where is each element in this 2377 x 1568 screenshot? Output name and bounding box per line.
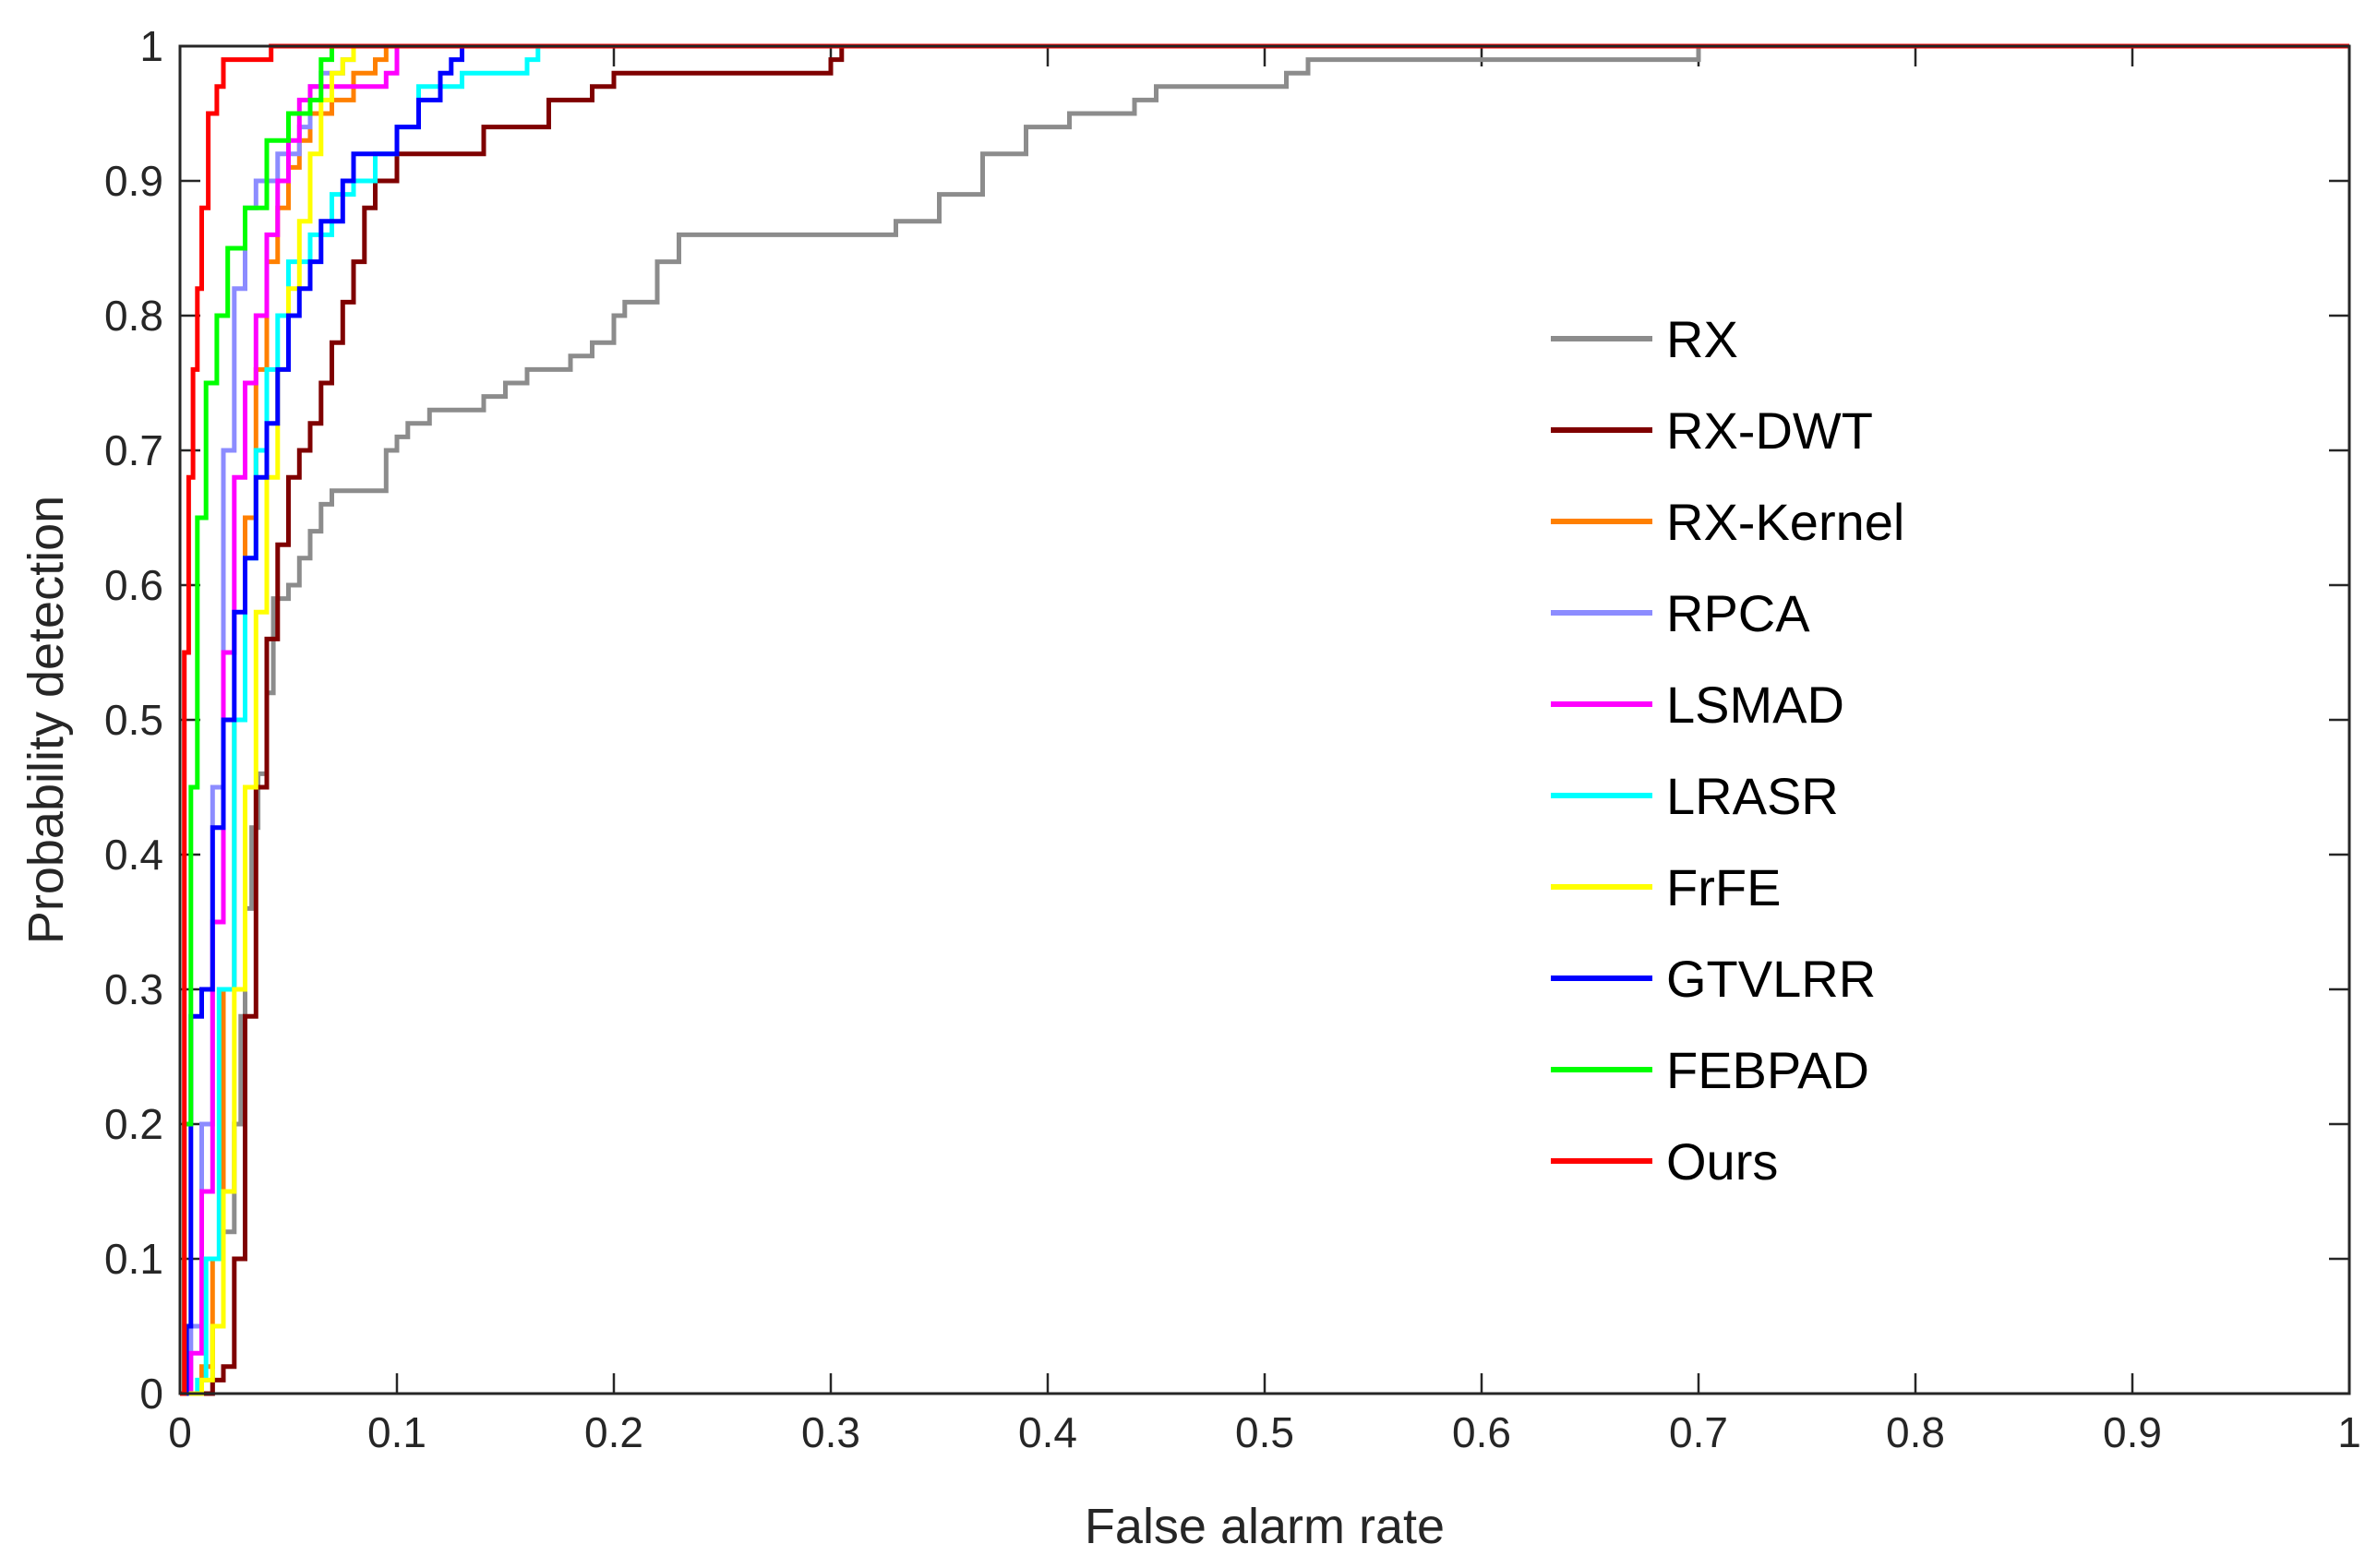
- series-line-rx-dwt: [180, 43, 2349, 1396]
- legend-label-rx-dwt: RX-DWT: [1666, 401, 1873, 460]
- y-tick-label: 0.9: [104, 157, 163, 205]
- series-line-febpad: [180, 43, 2349, 1396]
- y-tick-label: 0.5: [104, 696, 163, 744]
- legend-label-frfe: FrFE: [1666, 858, 1781, 916]
- x-tick-label: 0.3: [801, 1408, 860, 1456]
- legend-label-rpca: RPCA: [1666, 584, 1810, 642]
- series-line-rx: [180, 43, 2349, 1396]
- y-tick-label: 0.3: [104, 965, 163, 1013]
- y-tick-label: 0.1: [104, 1235, 163, 1283]
- series-lines: [180, 43, 2349, 1396]
- x-tick-label: 1: [2337, 1408, 2361, 1456]
- y-tick-label: 0.2: [104, 1100, 163, 1148]
- legend: RX RX-DWT RX-Kernel RPCA LSMAD LRASR FrFE GTVLR…: [1551, 310, 1904, 1191]
- legend-label-rx-kernel: RX-Kernel: [1666, 493, 1904, 551]
- x-axis-tick-labels: 0 0.1 0.2 0.3 0.4 0.5 0.6 0.7 0.8 0.9 1: [168, 1408, 2361, 1456]
- legend-label-ours: Ours: [1666, 1132, 1778, 1191]
- y-axis-tick-labels: 0 0.1 0.2 0.3 0.4 0.5 0.6 0.7 0.8 0.9 1: [104, 22, 163, 1418]
- x-tick-label: 0.7: [1669, 1408, 1728, 1456]
- x-tick-label: 0.2: [584, 1408, 643, 1456]
- x-tick-label: 0.1: [367, 1408, 426, 1456]
- x-tick-label: 0.5: [1235, 1408, 1294, 1456]
- x-tick-label: 0.6: [1452, 1408, 1511, 1456]
- plot-frame: [178, 44, 2351, 1395]
- legend-label-febpad: FEBPAD: [1666, 1041, 1869, 1099]
- x-tick-label: 0: [168, 1408, 192, 1456]
- y-tick-label: 0.7: [104, 426, 163, 474]
- y-tick-label: 0: [139, 1370, 163, 1418]
- legend-label-lrasr: LRASR: [1666, 767, 1839, 825]
- y-tick-label: 0.6: [104, 561, 163, 609]
- y-tick-label: 0.4: [104, 831, 163, 879]
- legend-label-gtvlrr: GTVLRR: [1666, 950, 1876, 1008]
- legend-label-lsmad: LSMAD: [1666, 676, 1844, 734]
- series-line-gtvlrr: [180, 43, 2349, 1396]
- x-tick-label: 0.8: [1886, 1408, 1945, 1456]
- x-tick-label: 0.4: [1018, 1408, 1077, 1456]
- x-axis-title: False alarm rate: [1085, 1499, 1445, 1554]
- series-line-ours: [180, 43, 2349, 1396]
- plot-background: [180, 46, 2349, 1394]
- x-tick-label: 0.9: [2103, 1408, 2162, 1456]
- legend-label-rx: RX: [1666, 310, 1738, 368]
- y-tick-label: 0.8: [104, 292, 163, 340]
- y-tick-label: 1: [139, 22, 163, 70]
- y-axis-title: Probability detection: [18, 496, 74, 944]
